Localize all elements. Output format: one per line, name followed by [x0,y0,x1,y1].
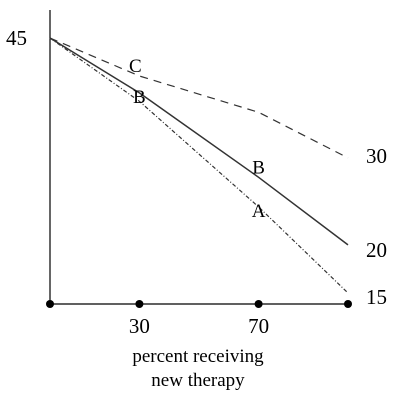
series-end-label: 30 [366,144,387,168]
x-tick-dot [344,300,352,308]
x-tick-markers: 30 70 [46,300,352,338]
x-tick-dot [46,300,54,308]
x-axis-label-line-2: new therapy [151,370,245,391]
x-tick-label: 70 [248,314,269,338]
series-line-15 [49,37,349,294]
x-tick-dot [254,300,263,308]
point-label-a: A [252,201,266,222]
series-line-20 [49,37,349,246]
series-lines: 30 20 15 [49,37,387,309]
point-label-b: B [252,157,265,178]
series-line-30 [49,37,349,159]
x-axis-label-line-1: percent receiving [132,346,264,367]
point-label-c: C [129,56,142,77]
series-end-label: 20 [366,238,387,262]
point-label-b: B [133,87,146,108]
y-tick-label: 45 [6,26,27,50]
series-end-label: 15 [366,285,387,309]
x-tick-label: 30 [129,314,150,338]
x-tick-dot [135,300,144,308]
